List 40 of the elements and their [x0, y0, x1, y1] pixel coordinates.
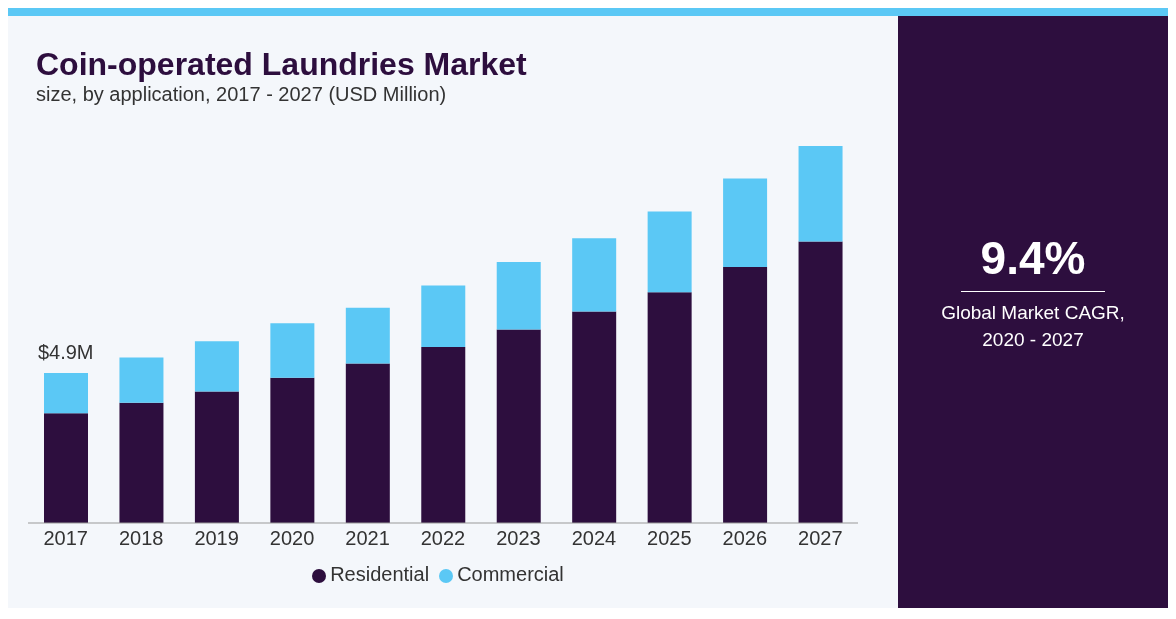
bar — [194, 341, 239, 392]
bar — [270, 323, 315, 378]
x-tick-label: 2019 — [194, 527, 239, 550]
bar — [345, 363, 390, 523]
bar — [798, 241, 843, 523]
x-tick-label: 2024 — [571, 527, 617, 550]
bar — [798, 146, 843, 242]
bar — [496, 262, 541, 330]
bar — [572, 311, 617, 523]
x-tick-label: 2020 — [269, 527, 315, 550]
bar — [647, 211, 692, 293]
x-tick-label: 2025 — [647, 527, 692, 550]
text: 9.4% — [960, 230, 1106, 292]
bar — [270, 377, 315, 523]
bar — [119, 357, 164, 403]
bar — [723, 267, 768, 523]
bar — [345, 307, 390, 364]
x-tick-label: 2017 — [43, 527, 88, 550]
bar — [44, 372, 88, 414]
bar — [647, 292, 692, 523]
x-tick-label: 2027 — [798, 527, 843, 550]
bar — [44, 413, 88, 523]
bar — [194, 391, 239, 523]
bar — [119, 402, 164, 523]
bar — [723, 178, 768, 268]
legend-label: Residential — [330, 563, 430, 585]
bar — [421, 346, 466, 523]
x-tick-label: 2018 — [118, 527, 164, 550]
bar — [572, 238, 617, 312]
x-tick-label: 2026 — [722, 527, 768, 550]
bar — [421, 285, 466, 347]
x-tick-label: 2021 — [345, 527, 390, 550]
chart-title: Coin-operated Laundries Market — [36, 46, 528, 83]
x-tick-label: 2023 — [496, 527, 541, 550]
text: Global Market CAGR, 2020 - 2027 — [940, 300, 1126, 352]
bar — [496, 329, 541, 523]
annotation: $4.9M — [37, 340, 94, 363]
x-tick-label: 2022 — [420, 527, 466, 550]
legend-label: Commercial — [457, 563, 564, 585]
chart-subtitle: size, by application, 2017 - 2027 (USD Million) — [36, 83, 448, 106]
